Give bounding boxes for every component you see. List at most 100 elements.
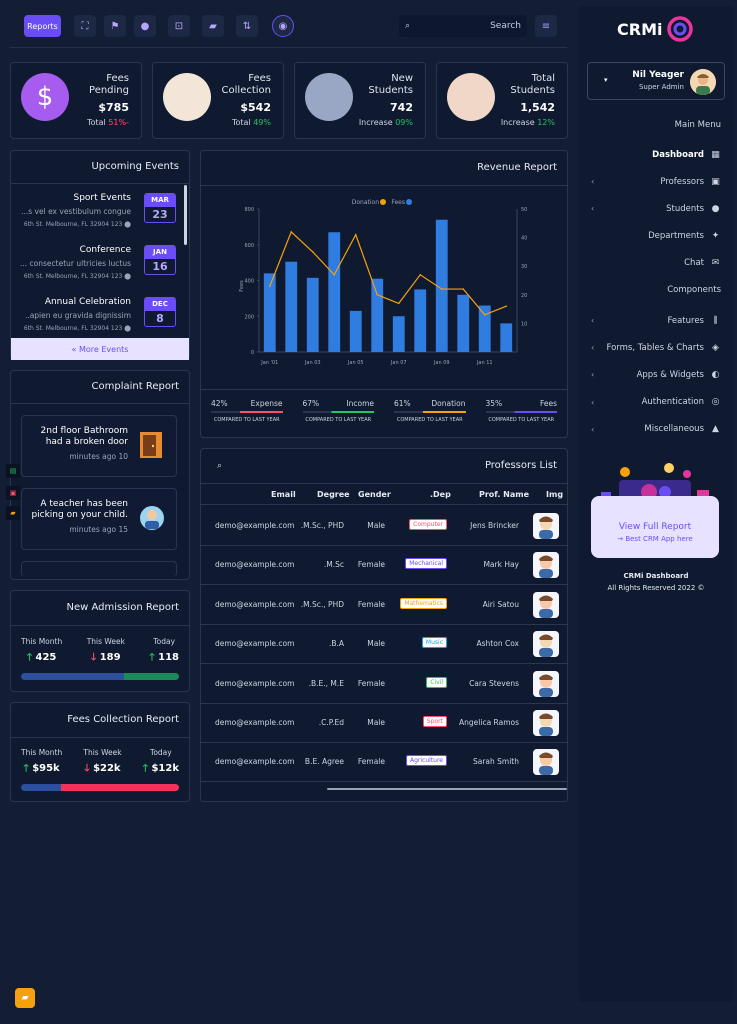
table-row[interactable]: demo@example.com .M.Sc Female Mechanical Mar… (201, 546, 567, 586)
cell-email[interactable]: demo@example.com (215, 757, 295, 767)
report-stat: This Week 🡓 189 (86, 637, 125, 663)
event-item[interactable]: Annual Celebration ..apien eu gravida dig… (11, 297, 189, 341)
sidebar-item-miscellaneous[interactable]: Miscellaneous ▲ (644, 424, 721, 435)
sidebar-item-departments[interactable]: Departments ✦ (648, 231, 720, 242)
donation-point[interactable] (333, 273, 336, 276)
sidebar-item-dashboard[interactable]: Dashboard ▦ (652, 149, 720, 160)
chevron-left-icon[interactable]: ‹ (591, 316, 595, 325)
donation-point[interactable] (440, 288, 443, 290)
cell-email[interactable]: demo@example.com (215, 521, 295, 530)
horizontal-scrollbar[interactable] (327, 788, 567, 790)
sidebar-item-professors[interactable]: Professors ▣ (660, 176, 720, 187)
complaint-item[interactable]: 2nd floor Bathroom had a broken door min… (21, 415, 177, 477)
donation-point[interactable] (354, 233, 357, 236)
view-full-report-button[interactable]: View Full Report → Best CRM App here (591, 496, 719, 558)
event-item[interactable]: Conference ... consectetur ultricies luct… (11, 245, 189, 289)
fees-bar[interactable] (349, 310, 362, 352)
report-stat: This Month 🡑 $95k (21, 748, 63, 774)
menu-toggle-button[interactable]: ≡ (535, 15, 557, 37)
flag-icon[interactable]: ⚑ (104, 15, 126, 37)
donation-point[interactable] (311, 251, 314, 253)
chat-icon[interactable]: ● (134, 15, 156, 37)
cell-email[interactable]: demo@example.com (215, 639, 295, 649)
sidebar-item-students[interactable]: Students ● (666, 203, 720, 214)
cell-prof-name[interactable]: Sarah Smith (472, 757, 519, 767)
cell-prof-name[interactable]: Ashton Cox (476, 639, 520, 649)
sidebar-item-chat[interactable]: Chat ✉ (684, 258, 720, 269)
image-tool-icon[interactable]: ▣ (6, 486, 20, 500)
table-row[interactable]: demo@example.com .B.E., M.E Female Civil Car… (201, 665, 567, 704)
fees-bar[interactable] (414, 289, 427, 352)
donation-point[interactable] (268, 285, 271, 288)
fees-bar[interactable] (371, 278, 384, 352)
table-row[interactable]: demo@example.com B.E. Agree Female Agricult… (201, 743, 567, 783)
chevron-left-icon[interactable]: ‹ (591, 204, 595, 214)
donation-point[interactable] (376, 294, 379, 296)
chevron-left-icon[interactable]: ‹ (591, 424, 595, 434)
search-input[interactable]: ⌕ Search (399, 15, 527, 37)
table-row[interactable]: demo@example.com .M.Sc., PHD Male Computer J… (201, 507, 567, 546)
cell-prof-name[interactable]: Angelica Ramos (459, 718, 519, 727)
header-gender[interactable]: Gender (358, 490, 391, 499)
fees-bar[interactable] (328, 232, 341, 352)
cell-prof-name[interactable]: Jens Brincker (470, 521, 519, 530)
reports-button[interactable]: Reports (24, 15, 61, 37)
cell-email[interactable]: demo@example.com (215, 599, 295, 609)
search-icon[interactable]: ⌕ (217, 461, 223, 471)
sidebar-item-apps-widgets[interactable]: Apps & Widgets ◐ (636, 369, 720, 380)
cell-email[interactable]: demo@example.com (215, 718, 295, 727)
donation-point[interactable] (505, 305, 508, 308)
complaint-time: minutes ago 15 (69, 525, 128, 534)
fullscreen-icon[interactable]: ⛶ (74, 15, 96, 37)
chevron-left-icon[interactable]: ‹ (591, 343, 595, 353)
table-row[interactable]: demo@example.com .M.Sc., PHD Female Mathema… (201, 586, 567, 625)
fees-bar[interactable] (285, 261, 298, 352)
cart-icon[interactable]: ⊡ (168, 15, 190, 37)
task-icon[interactable]: ⇅ (236, 15, 258, 37)
chevron-left-icon[interactable]: ‹ (591, 370, 595, 380)
fees-bar[interactable] (457, 294, 470, 352)
donation-point[interactable] (290, 231, 293, 233)
sidebar-item-forms-tables-charts[interactable]: Forms, Tables & Charts ◈ (607, 342, 721, 353)
cell-email[interactable]: demo@example.com (215, 560, 295, 570)
donation-point[interactable] (419, 273, 422, 276)
donation-point[interactable] (397, 302, 400, 305)
sidebar-item-authentication[interactable]: Authentication ◎ (641, 397, 720, 408)
chat-fab-icon[interactable]: ▰ (15, 988, 35, 1008)
fees-progress-bar (21, 784, 179, 791)
cell-prof-name[interactable]: Mark Hay (483, 560, 519, 570)
cell-prof-name[interactable]: Airi Satou (482, 599, 519, 609)
layout-tool-icon[interactable]: ▤ (6, 464, 20, 478)
complaint-item[interactable]: A teacher has been picking on your child… (21, 488, 177, 550)
fees-bar[interactable] (392, 316, 405, 352)
palette-tool-icon[interactable]: ▰ (6, 506, 20, 520)
fees-bar[interactable] (500, 323, 513, 352)
more-events-button[interactable]: « More Events (11, 338, 189, 360)
header-degree[interactable]: Degree (317, 490, 350, 499)
cell-prof-name[interactable]: Cara Stevens (469, 678, 519, 688)
bell-icon[interactable]: ◉ (272, 15, 294, 37)
fees-bar[interactable] (478, 305, 491, 352)
fees-bar[interactable] (306, 277, 319, 352)
header-dep[interactable]: .Dep (430, 490, 451, 499)
complaint-item[interactable] (21, 561, 177, 577)
table-row[interactable]: demo@example.com .B.A Male Music Ashton Cox (201, 625, 567, 665)
user-profile[interactable]: ▾ Nil Yeager Super Admin (587, 62, 725, 100)
chevron-left-icon[interactable]: ‹ (591, 177, 595, 187)
header-img[interactable]: Img (546, 490, 564, 499)
cell-email[interactable]: demo@example.com (215, 678, 295, 688)
sidebar-item-features[interactable]: Features ⫼ (667, 315, 721, 326)
donation-point[interactable] (462, 288, 465, 290)
scrollbar[interactable] (184, 185, 187, 245)
stat-illustration-icon: $ (21, 73, 69, 121)
header-name[interactable]: Prof. Name (479, 490, 530, 499)
table-row[interactable]: demo@example.com .C.P.Ed Male Sport Angelica… (201, 704, 567, 743)
chevron-left-icon[interactable]: ‹ (591, 397, 595, 407)
event-item[interactable]: Sport Events ...s vel ex vestibulum congu… (11, 193, 189, 237)
report-stat: Today 🡑 118 (149, 637, 179, 663)
header-email[interactable]: Email (271, 490, 296, 499)
fees-bar[interactable] (435, 219, 448, 352)
folder-icon[interactable]: ▰ (202, 15, 224, 37)
fees-bar[interactable] (263, 273, 276, 352)
donation-point[interactable] (483, 314, 486, 316)
